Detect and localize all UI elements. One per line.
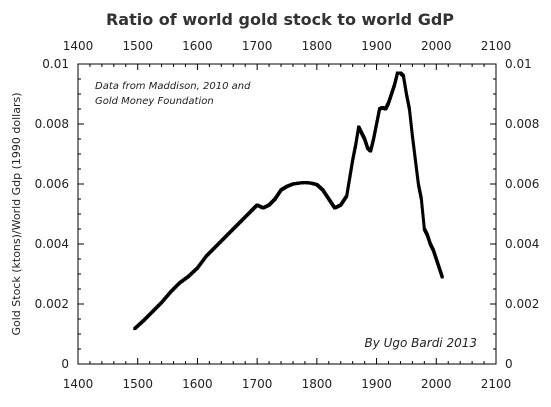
- data-point-interp: [411, 142, 415, 146]
- y-tick-label-right: 0.006: [505, 177, 539, 191]
- data-point-interp: [410, 130, 414, 133]
- data-point-interp: [416, 180, 420, 184]
- data-point-interp: [413, 152, 417, 156]
- y-tick-label-right: 0.002: [505, 297, 539, 311]
- x-tick-label-top: 2100: [481, 39, 512, 53]
- annotation-source-line-2: Gold Money Foundation: [95, 96, 214, 107]
- data-point-interp: [412, 150, 416, 154]
- y-tick-label-left: 0.004: [35, 237, 69, 251]
- x-tick-label-top: 1900: [361, 39, 392, 53]
- data-point-interp: [414, 162, 418, 166]
- data-point-interp: [420, 202, 424, 206]
- data-point: [407, 107, 411, 111]
- y-tick-label-right: 0.008: [505, 117, 539, 131]
- data-point-interp: [410, 127, 414, 131]
- data-point-interp: [409, 118, 413, 122]
- data-point-interp: [411, 136, 415, 140]
- x-tick-label-bottom: 1900: [361, 377, 392, 391]
- y-tick-label-left: 0.006: [35, 177, 69, 191]
- data-point-interp: [413, 154, 417, 158]
- data-point-interp: [414, 160, 418, 164]
- x-tick-label-bottom: 2000: [421, 377, 452, 391]
- data-point: [410, 134, 414, 138]
- data-point-interp: [410, 132, 414, 136]
- data-point-interp: [422, 225, 426, 228]
- x-tick-label-top: 1600: [182, 39, 213, 53]
- data-point-interp: [409, 123, 413, 127]
- data-point-interp: [420, 207, 424, 211]
- data-point-interp: [414, 164, 418, 168]
- x-tick-label-bottom: 1400: [63, 377, 94, 391]
- data-point-interp: [408, 116, 412, 120]
- data-point-interp: [415, 170, 419, 174]
- x-tick-label-bottom: 1700: [242, 377, 273, 391]
- data-point-interp: [409, 125, 413, 129]
- y-tick-label-left: 0.01: [42, 57, 69, 71]
- x-tick-label-bottom: 2100: [481, 377, 512, 391]
- data-point-interp: [412, 144, 416, 148]
- y-tick-label-left: 0.008: [35, 117, 69, 131]
- x-tick-label-top: 1700: [242, 39, 273, 53]
- x-tick-label-top: 2000: [421, 39, 452, 53]
- y-tick-label-right: 0.004: [505, 237, 539, 251]
- data-point-interp: [411, 140, 415, 144]
- data-point-interp: [412, 146, 416, 150]
- data-point-interp: [422, 222, 426, 226]
- data-point-interp: [416, 178, 420, 182]
- y-axis-label: Gold Stock (ktons)/World Gdp (1990 dolla…: [10, 92, 23, 335]
- annotation-author: By Ugo Bardi 2013: [364, 336, 477, 350]
- data-point-interp: [412, 148, 416, 152]
- data-point-interp: [411, 138, 415, 142]
- data-point-interp: [421, 212, 425, 216]
- data-point-interp: [408, 109, 412, 113]
- data-point-interp: [421, 215, 425, 218]
- data-point-interp: [409, 121, 413, 124]
- data-point-interp: [408, 112, 412, 115]
- x-tick-label-bottom: 1500: [122, 377, 153, 391]
- x-tick-label-bottom: 1800: [302, 377, 333, 391]
- ticks-layer: [77, 63, 497, 365]
- tick-labels: 1400 1400 1500 1500 1600 1600 1700 1700 1800 1800…: [35, 39, 540, 391]
- data-point-interp: [420, 200, 424, 203]
- x-tick-label-top: 1400: [63, 39, 94, 53]
- y-tick-label-left: 0: [61, 357, 69, 371]
- data-point-interp: [416, 176, 420, 180]
- data-point-interp: [421, 217, 425, 221]
- x-tick-label-bottom: 1600: [182, 377, 213, 391]
- data-point-interp: [422, 220, 426, 223]
- data-point-interp: [413, 156, 417, 160]
- x-tick-label-top: 1800: [302, 39, 333, 53]
- data-point-interp: [415, 174, 419, 178]
- data-point-interp: [420, 205, 424, 208]
- annotation-source-line-1: Data from Maddison, 2010 and: [95, 81, 251, 92]
- data-point-interp: [415, 168, 419, 172]
- y-tick-label-right: 0: [505, 357, 513, 371]
- data-point-interp: [415, 172, 419, 176]
- data-point: [419, 197, 423, 201]
- data-point: [413, 158, 417, 162]
- y-tick-label-left: 0.002: [35, 297, 69, 311]
- y-tick-label-right: 0.01: [505, 57, 532, 71]
- data-point-interp: [408, 114, 412, 118]
- x-tick-label-top: 1500: [122, 39, 153, 53]
- data-points: [133, 71, 444, 331]
- chart-title: Ratio of world gold stock to world GdP: [106, 10, 454, 29]
- data-point-interp: [414, 166, 418, 170]
- data-point: [440, 275, 444, 279]
- data-point-interp: [421, 210, 425, 213]
